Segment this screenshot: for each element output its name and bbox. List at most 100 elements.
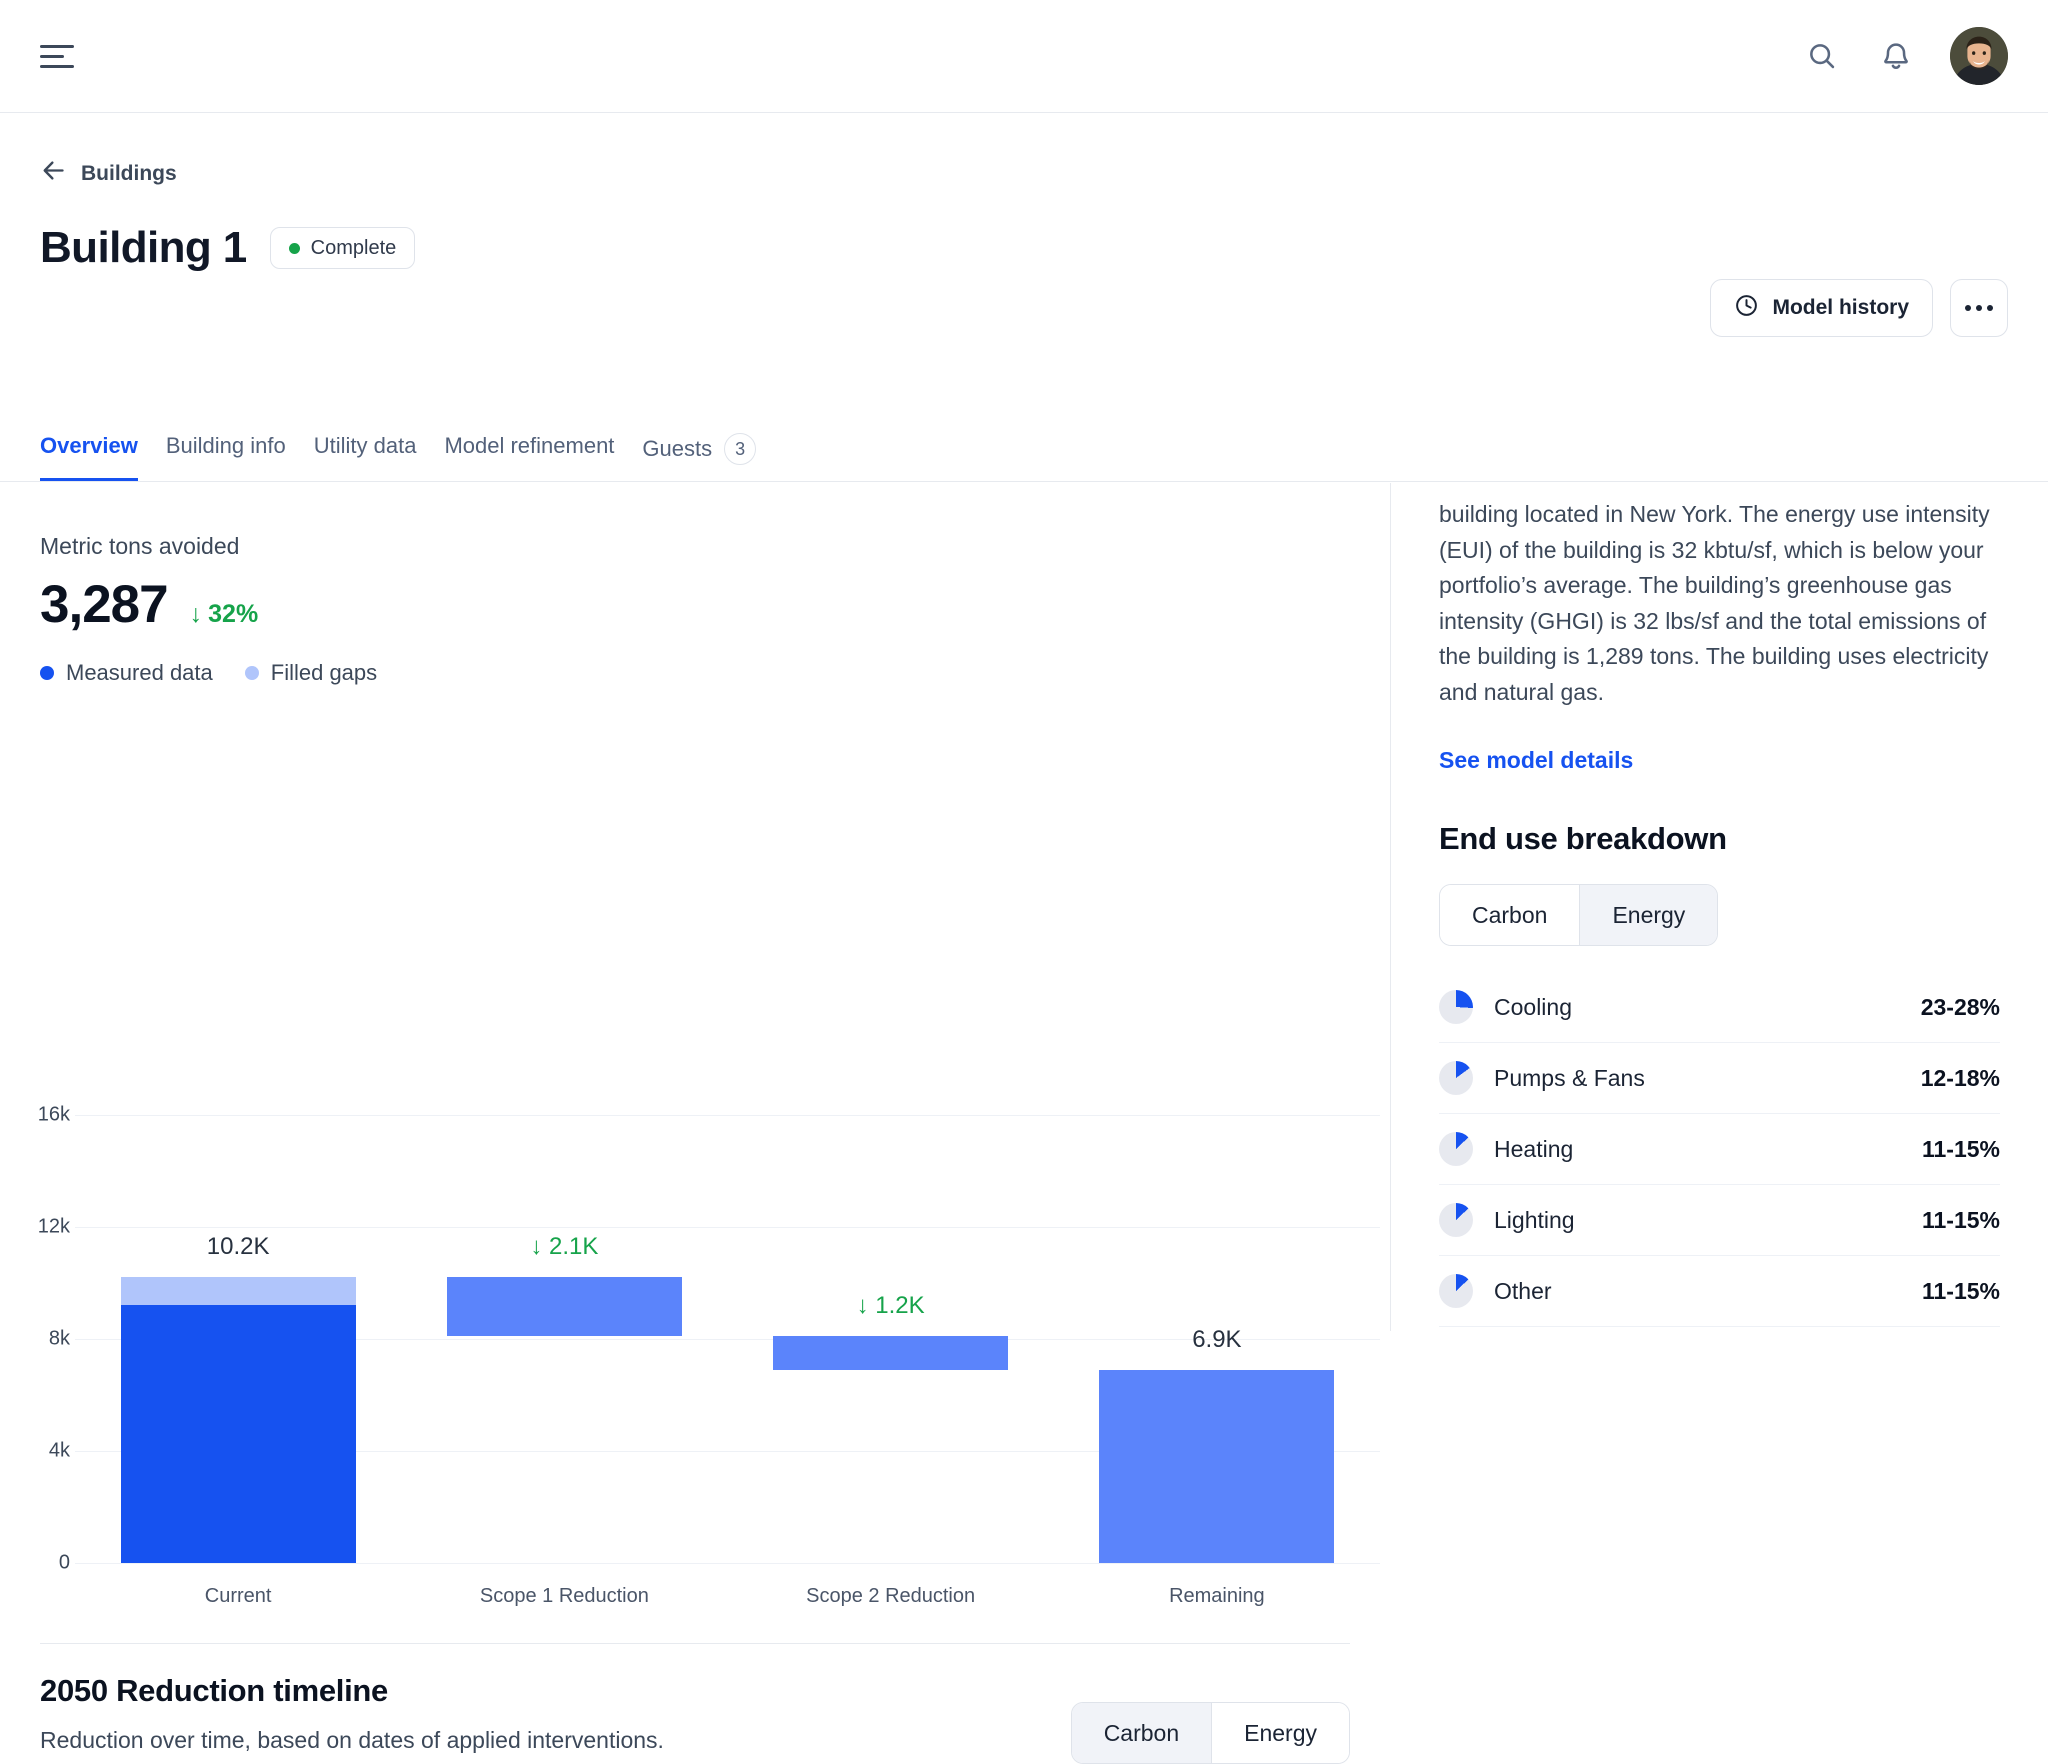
pie-icon [1439,990,1473,1024]
metric-delta: ↓ 32% [190,600,259,629]
chart-gridline [75,1115,1380,1116]
tab-model-refinement[interactable]: Model refinement [444,433,614,481]
status-dot-icon [288,242,300,254]
chart-y-tick: 12k [37,1215,70,1238]
timeline-toggle-carbon[interactable]: Carbon [1071,1703,1212,1763]
chart-bar-value-label: ↓ 1.2K [856,1292,925,1320]
tab-guests-badge: 3 [724,433,757,465]
column-divider [1390,483,1391,1331]
see-model-details-link[interactable]: See model details [1439,747,1634,773]
legend-dot-icon [244,666,259,680]
ellipsis-icon [1965,305,1993,311]
avatar-image [1950,27,2008,85]
hamburger-line [40,44,74,48]
overview-main: Metric tons avoided 3,287 ↓ 32% Measured… [0,483,1390,1764]
tab-bar: Overview Building info Utility data Mode… [0,433,2048,482]
end-use-unit-toggle: Carbon Energy [1439,884,1719,946]
model-history-button[interactable]: Model history [1710,279,1933,337]
page-header: Buildings Building 1 Complete Model hist… [0,113,2048,337]
chart-bar-value-label: ↓ 2.1K [530,1233,599,1261]
metric-value: 3,287 [40,575,169,634]
chart-x-label: Remaining [1169,1585,1265,1607]
end-use-breakdown-title: End use breakdown [1439,821,1727,856]
end-use-row[interactable]: Equipment5-9% [1439,1327,2000,1331]
avatar[interactable] [1950,27,2008,85]
end-use-row[interactable]: Pumps & Fans 12-18% [1439,1043,2000,1114]
page-title: Building 1 [40,223,247,272]
legend-item-filled-gaps: Filled gaps [244,660,378,686]
end-use-name: Heating [1494,1135,1574,1162]
pie-icon [1439,1203,1473,1237]
pie-icon [1439,1132,1473,1166]
end-use-toggle-energy[interactable]: Energy [1579,885,1718,945]
app-bar-actions [1802,27,2008,85]
end-use-row[interactable]: Heating 11-15% [1439,1114,2000,1185]
hamburger-line [40,64,74,68]
pie-icon [1439,1274,1473,1308]
tab-label: Overview [40,433,138,458]
pie-icon [1439,1061,1473,1095]
tab-label: Model refinement [444,433,615,458]
timeline-toggle-energy[interactable]: Energy [1211,1703,1349,1763]
chart-x-label: Current [204,1585,272,1607]
tab-label: Building info [165,433,286,458]
end-use-row[interactable]: Other 11-15% [1439,1256,2000,1327]
end-use-percent: 11-15% [1921,1277,2000,1304]
status-badge-label: Complete [310,236,397,259]
legend-label: Filled gaps [270,660,378,685]
end-use-percent: 12-18% [1920,1064,2000,1091]
tab-utility-data[interactable]: Utility data [314,433,417,481]
breadcrumb-label: Buildings [81,161,177,185]
chart-bar-measured[interactable] [120,1305,356,1563]
status-badge: Complete [269,227,416,269]
search-icon[interactable] [1802,36,1842,76]
chart-bar-filled-gaps[interactable] [120,1277,356,1306]
more-options-button[interactable] [1950,279,2008,337]
end-use-percent: 11-15% [1921,1206,2000,1233]
timeline-unit-toggle: Carbon Energy [1070,1702,1350,1764]
hamburger-icon[interactable] [40,36,80,76]
tab-label: Guests [642,436,713,461]
section-divider [40,1643,1350,1644]
waterfall-chart: 0 4k 8k 12k 16k 10.2K Current ↓ 2.1K Scope 1 Red… [0,1083,1390,1607]
tab-guests[interactable]: Guests 3 [642,433,757,487]
title-row: Building 1 Complete [40,223,2048,273]
chart-x-label: Scope 1 Reduction [479,1585,649,1607]
metric-row: 3,287 ↓ 32% [40,574,1390,635]
legend-label: Measured data [66,660,213,685]
chart-bar[interactable] [773,1336,1009,1370]
header-actions: Model history [1710,279,2008,337]
end-use-name: Pumps & Fans [1494,1064,1645,1091]
end-use-percent: 11-15% [1921,1135,2000,1162]
clock-icon [1734,293,1759,324]
chart-y-tick: 16k [37,1103,70,1126]
end-use-name: Cooling [1494,993,1572,1020]
chart-bar-value-label: 6.9K [1192,1325,1242,1353]
arrow-left-icon [40,157,67,190]
end-use-percent: 23-28% [1920,993,2000,1020]
legend-dot-icon [40,666,54,680]
hamburger-line [40,54,64,58]
chart-legend: Measured data Filled gaps [40,660,1390,686]
legend-item-measured: Measured data [40,660,213,686]
metric-label: Metric tons avoided [40,533,240,559]
end-use-name: Lighting [1494,1206,1575,1233]
chart-x-label: Scope 2 Reduction [806,1585,976,1607]
tab-building-info[interactable]: Building info [166,433,286,481]
breadcrumb[interactable]: Buildings [40,157,2048,190]
end-use-row[interactable]: Cooling 23-28% [1439,972,2000,1043]
tab-label: Utility data [313,433,417,458]
chart-gridline [75,1227,1380,1228]
app-bar [0,0,2048,113]
end-use-toggle-carbon[interactable]: Carbon [1440,885,1580,945]
chart-gridline [75,1563,1380,1564]
chart-bar[interactable] [1099,1369,1335,1563]
chart-bar[interactable] [446,1277,682,1337]
model-summary-panel: building located in New York. The energy… [1391,483,2048,1331]
bell-icon[interactable] [1876,36,1916,76]
end-use-row[interactable]: Lighting 11-15% [1439,1185,2000,1256]
arrow-down-icon: ↓ [189,600,203,628]
end-use-list: Cooling 23-28% Pumps & Fans 12-18% Heating 11… [1439,972,2000,1331]
tab-overview[interactable]: Overview [40,433,138,481]
chart-bar-value-label: 10.2K [206,1233,270,1261]
